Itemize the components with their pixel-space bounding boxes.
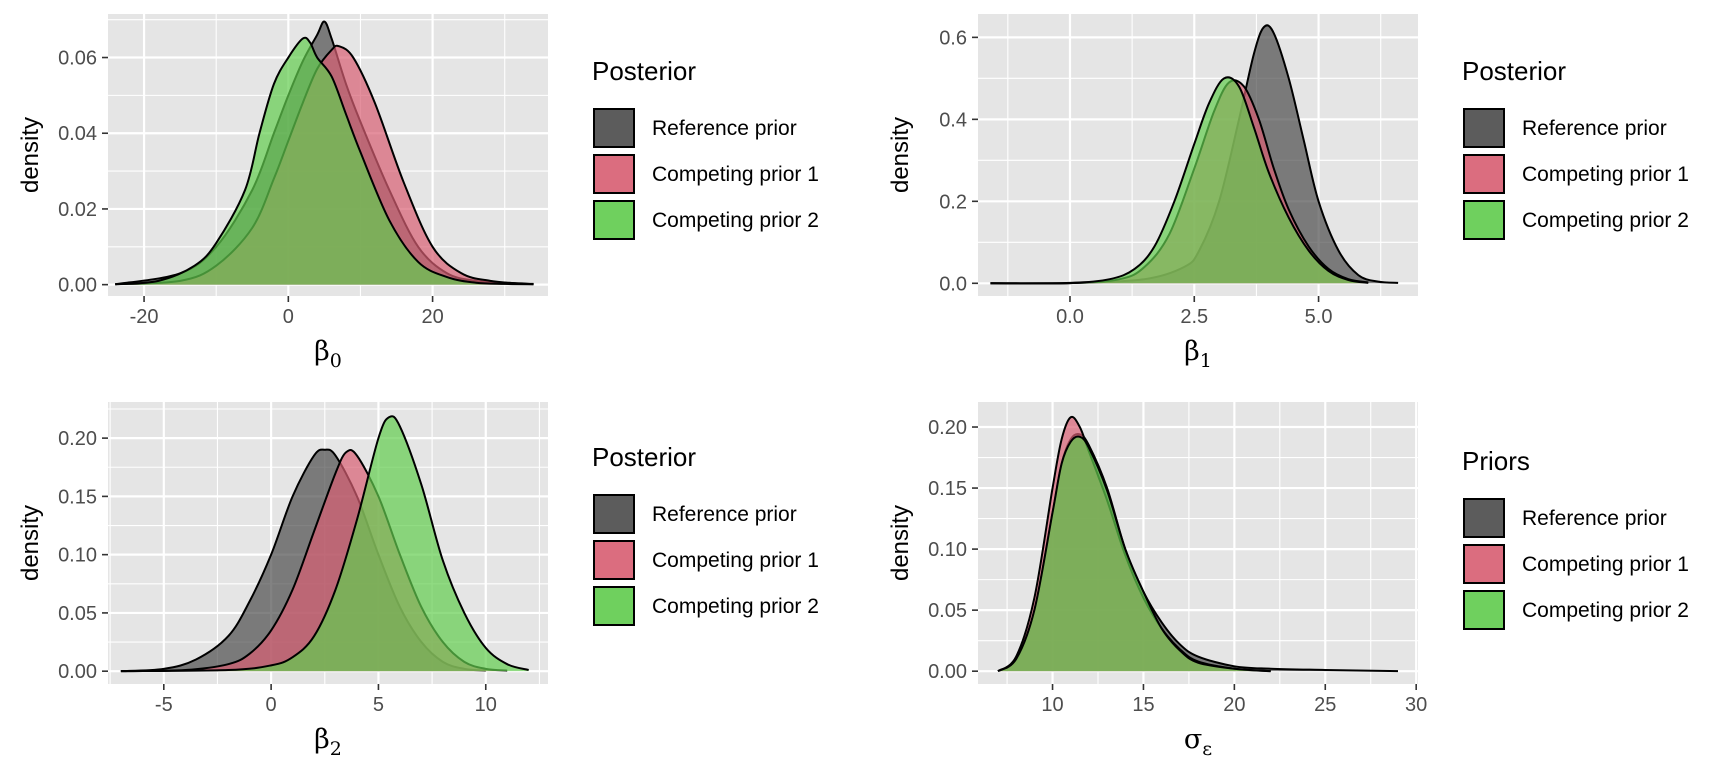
y-tick-label: 0.20 <box>58 428 97 450</box>
legend: Posterior Reference prior Competing prior … <box>1462 56 1689 240</box>
legend-swatch-competing-prior-1 <box>1463 154 1505 194</box>
density-area-competing-prior-2 <box>990 77 1369 284</box>
x-axis-title: β0 <box>314 336 342 372</box>
legend-swatch-competing-prior-2 <box>593 200 635 240</box>
y-axis-title: density <box>17 117 44 193</box>
panel-4: 10 15 20 25 30 0.00 0.05 0.10 0.15 0.20 σε density P… <box>887 402 1689 760</box>
panel-2: 0.0 2.5 5.0 0.0 0.2 0.4 0.6 β1 density Posterior R… <box>887 14 1689 372</box>
x-tick-label: 20 <box>421 306 443 328</box>
y-tick-label: 0.20 <box>928 417 967 439</box>
y-tick-label: 0.0 <box>939 273 967 295</box>
y-tick-label: 0.4 <box>939 109 967 131</box>
x-tick-label: 2.5 <box>1180 306 1208 328</box>
x-tick-label: 15 <box>1132 694 1154 716</box>
x-tick-label: -20 <box>130 306 159 328</box>
density-area-competing-prior-2 <box>115 37 534 285</box>
y-tick-label: 0.6 <box>939 27 967 49</box>
x-tick-label: -5 <box>155 694 173 716</box>
y-tick-label: 0.00 <box>928 661 967 683</box>
y-tick-label: 0.05 <box>58 603 97 625</box>
x-tick-label: 30 <box>1405 694 1427 716</box>
panel-3: -5 0 5 10 0.00 0.05 0.10 0.15 0.20 β2 density Poste… <box>17 402 819 760</box>
panel-1: -20 0 20 0.00 0.02 0.04 0.06 β0 density Posterior… <box>17 14 819 372</box>
x-axis-title: β2 <box>314 724 342 760</box>
legend-swatch-competing-prior-1 <box>1463 544 1505 584</box>
legend-swatch-competing-prior-1 <box>593 540 635 580</box>
y-axis-title: density <box>887 505 914 581</box>
x-tick-label: 5.0 <box>1305 306 1333 328</box>
x-tick-label: 25 <box>1314 694 1336 716</box>
legend-swatch-competing-prior-2 <box>1463 200 1505 240</box>
legend-swatch-competing-prior-2 <box>593 586 635 626</box>
y-tick-label: 0.00 <box>58 275 97 297</box>
x-tick-label: 0 <box>283 306 294 328</box>
x-axis-title: σε <box>1184 724 1212 760</box>
legend-label-competing-prior-1: Competing prior 1 <box>652 549 819 572</box>
y-tick-label: 0.04 <box>58 123 97 145</box>
legend-title: Posterior <box>1462 56 1566 86</box>
density-line-competing-prior-2 <box>997 435 1271 673</box>
legend-swatch-competing-prior-1 <box>593 154 635 194</box>
x-tick-label: 0.0 <box>1056 306 1084 328</box>
legend-label-competing-prior-2: Competing prior 2 <box>1522 209 1689 232</box>
legend: Posterior Reference prior Competing prior … <box>592 56 819 240</box>
legend-label-reference-prior: Reference prior <box>1522 507 1667 530</box>
legend-swatch-reference-prior <box>593 494 635 534</box>
legend-swatch-reference-prior <box>593 108 635 148</box>
x-tick-label: 10 <box>475 694 497 716</box>
legend-label-reference-prior: Reference prior <box>652 117 797 140</box>
y-tick-label: 0.00 <box>58 661 97 683</box>
x-tick-label: 20 <box>1223 694 1245 716</box>
legend: Priors Reference prior Competing prior 1 Co… <box>1462 446 1689 630</box>
legend: Posterior Reference prior Competing prior … <box>592 442 819 626</box>
density-area-competing-prior-2 <box>120 416 529 672</box>
x-axis-title: β1 <box>1184 336 1212 372</box>
density-line-competing-prior-2 <box>990 76 1369 285</box>
major-gridlines <box>978 14 1418 296</box>
y-tick-label: 0.2 <box>939 191 967 213</box>
legend-label-competing-prior-2: Competing prior 2 <box>1522 599 1689 622</box>
legend-label-reference-prior: Reference prior <box>1522 117 1667 140</box>
legend-title: Priors <box>1462 446 1530 476</box>
legend-title: Posterior <box>592 442 696 472</box>
y-tick-label: 0.02 <box>58 199 97 221</box>
legend-label-competing-prior-2: Competing prior 2 <box>652 595 819 618</box>
y-tick-label: 0.10 <box>58 545 97 567</box>
y-axis-title: density <box>17 505 44 581</box>
y-tick-label: 0.10 <box>928 539 967 561</box>
y-tick-label: 0.05 <box>928 600 967 622</box>
y-tick-label: 0.15 <box>58 486 97 508</box>
y-tick-label: 0.06 <box>58 48 97 70</box>
x-tick-label: 10 <box>1041 694 1063 716</box>
legend-label-competing-prior-1: Competing prior 1 <box>652 163 819 186</box>
density-area-reference-prior <box>990 25 1399 284</box>
legend-label-reference-prior: Reference prior <box>652 503 797 526</box>
legend-swatch-reference-prior <box>1463 498 1505 538</box>
legend-swatch-reference-prior <box>1463 108 1505 148</box>
legend-swatch-competing-prior-2 <box>1463 590 1505 630</box>
y-tick-label: 0.15 <box>928 478 967 500</box>
x-tick-label: 5 <box>373 694 384 716</box>
legend-title: Posterior <box>592 56 696 86</box>
density-area-competing-prior-2 <box>998 436 1271 672</box>
legend-label-competing-prior-2: Competing prior 2 <box>652 209 819 232</box>
y-axis-title: density <box>887 117 914 193</box>
density-line-competing-prior-2 <box>120 415 529 673</box>
legend-label-competing-prior-1: Competing prior 1 <box>1522 553 1689 576</box>
legend-label-competing-prior-1: Competing prior 1 <box>1522 163 1689 186</box>
x-tick-label: 0 <box>266 694 277 716</box>
density-line-competing-prior-2 <box>115 36 534 286</box>
